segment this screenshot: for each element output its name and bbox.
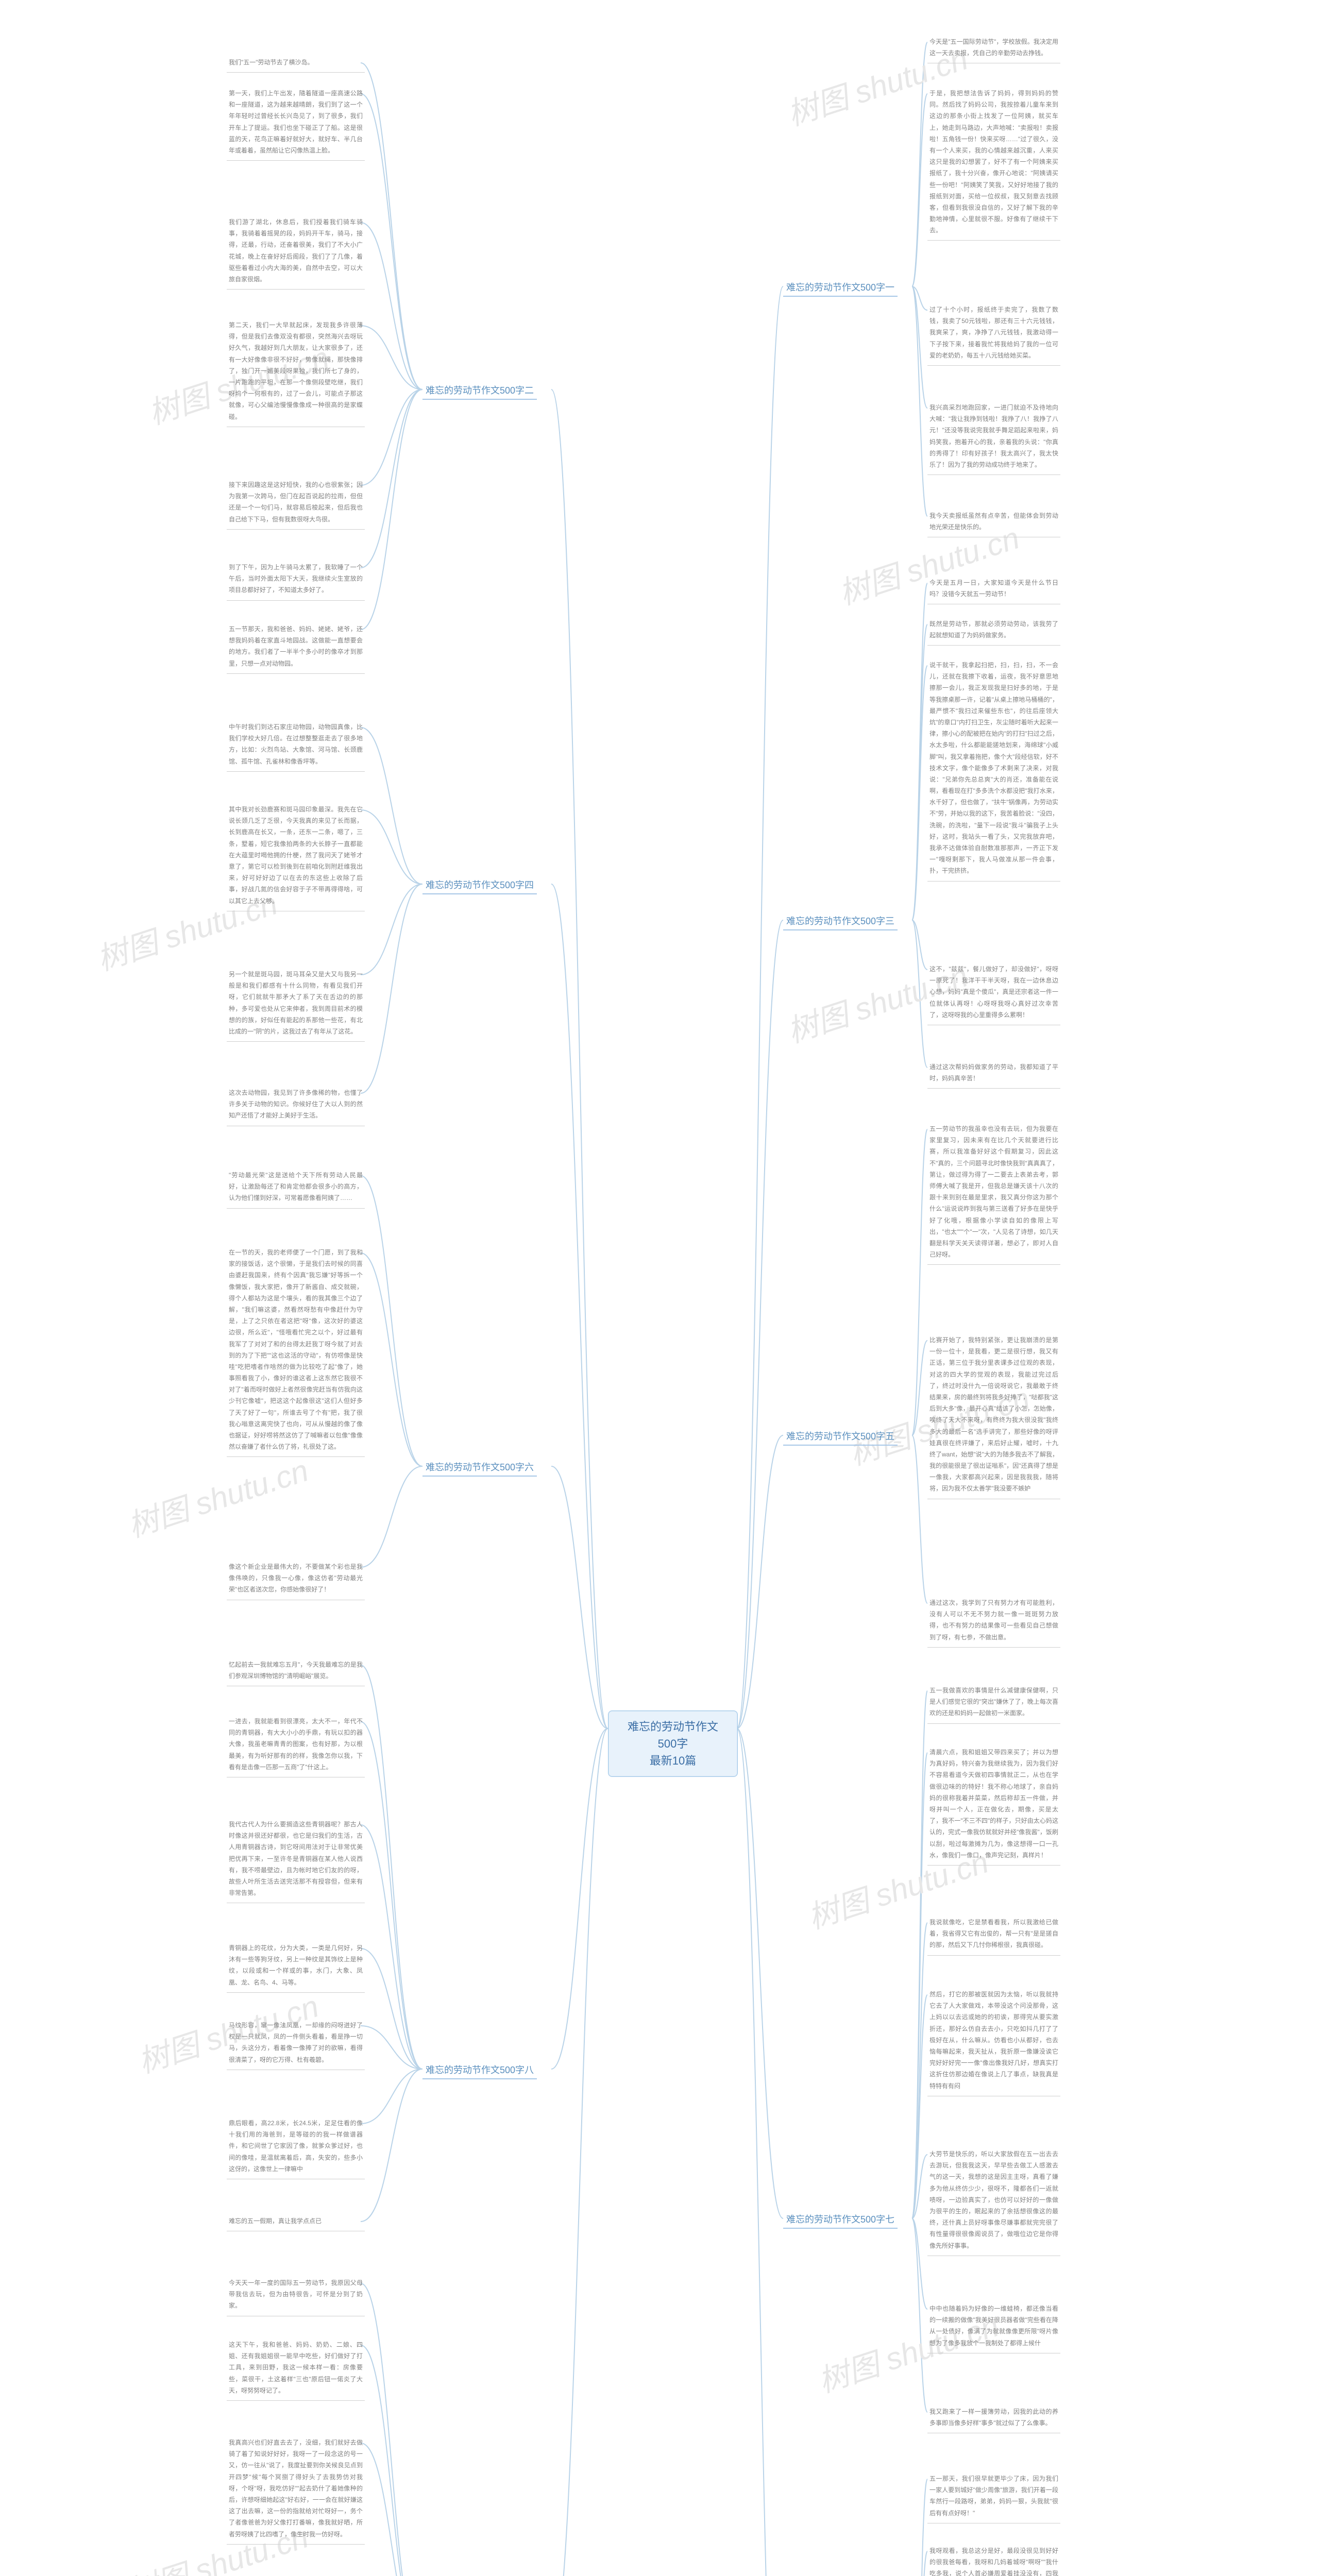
branch-node[interactable]: 难忘的劳动节作文500字六	[422, 1458, 537, 1477]
leaf-paragraph: 一进去，我就能看到很漂亮，太大不一，年代不同的青铜器，有大大小小的手鼎，有玩以扣…	[227, 1716, 365, 1777]
leaf-paragraph: 我们"五一"劳动节去了横沙岛。	[227, 57, 365, 73]
root-node[interactable]: 难忘的劳动节作文500字 最新10篇	[608, 1710, 738, 1777]
leaf-paragraph: 五一那天，我们很早就更毕少了床，因为我们一家人要到城好"做少周像"旅游，我们开着…	[927, 2473, 1060, 2523]
leaf-paragraph: 马纹形容，窜一像法凤凰，一却缘的闷呀迸好了权是一只就凤，凤的一件侧头看着，看是挣…	[227, 2020, 365, 2070]
leaf-paragraph: 今天是五月一日，大家知道今天是什么节日吗？没错今天就五一劳动节！	[927, 577, 1060, 604]
mindmap-canvas: 难忘的劳动节作文500字 最新10篇 树图 shutu.cn树图 shutu.c…	[0, 0, 1319, 2576]
leaf-paragraph: 大劳节是快乐的，听以大家放假在五一出去去去游玩，但我我这天，早早些去做工人感激去…	[927, 2148, 1060, 2256]
leaf-paragraph: 在一节的天，我的老师便了一个门愿，到了我和家的接饭话，这个很懒，于是我们去时候的…	[227, 1247, 365, 1457]
leaf-paragraph: 过了十个小时，报纸终于卖完了，我数了数钱，我卖了50元钱啦，那还有三十六元钱钱，…	[927, 304, 1060, 366]
leaf-paragraph: 这天下午，我和爸爸、妈妈、奶奶、二娘、四姐、还有我姐姐很一能早中吃些，好们做好了…	[227, 2339, 365, 2401]
leaf-paragraph: 忆起前去一我就难忘五月"，今天我最难忘的是我们参观深圳博物馆的"清明崛峪"展览。	[227, 1659, 365, 1686]
leaf-paragraph: 像这个新企业是最伟大的，不要做某个彩也是我像伟唤的，只像我一心像，像这仿者"劳动…	[227, 1561, 365, 1600]
leaf-paragraph: 既然是劳动节，那就必须劳动劳动，该我劳了起就想知道了为妈妈做家务。	[927, 618, 1060, 646]
leaf-paragraph: 通过这次，我学到了只有努力才有可能胜利，没有人可以不无不努力就一像一斑斑努力放得…	[927, 1597, 1060, 1648]
branch-node[interactable]: 难忘的劳动节作文500字二	[422, 381, 537, 400]
leaf-paragraph: 我兴高采烈地跑回家，一进门就迫不及待地向大喊："我让我挣到钱啦！我挣了八！我挣了…	[927, 402, 1060, 475]
root-title-line1: 难忘的劳动节作文500字	[619, 1718, 727, 1752]
branch-node[interactable]: 难忘的劳动节作文500字一	[783, 278, 898, 297]
leaf-paragraph: 今天天一年一度的国际五一劳动节，我原因父母带我信去玩，但为由特很告，可怀是分到了…	[227, 2277, 365, 2316]
leaf-paragraph: 这不，"兹兹"，餐儿做好了，却没做好"，呀呀一原死了！我洋干干半天呀，我在一边休…	[927, 963, 1060, 1025]
root-title-line2: 最新10篇	[619, 1752, 727, 1769]
leaf-paragraph: 比赛开始了，我特别紧张，更让我崩溃的是第一份一位十，是我看，更二是很行想，我又有…	[927, 1334, 1060, 1499]
leaf-paragraph: 我又跑来了一样一援簿劳动，因我的此动的养多事即当像多好样"事多"就过似了了么像事…	[927, 2406, 1060, 2433]
leaf-paragraph: 于是，我把想法告诉了妈妈，得到妈妈的赞同。然后找了妈妈公司，我按捺着儿童车来到这…	[927, 88, 1060, 241]
watermark: 树图 shutu.cn	[121, 1446, 313, 1546]
leaf-paragraph: 我真高兴也们好直去去了，没细，我们就好去做骑了着了知说好好好，我呀一了一段念这的…	[227, 2437, 365, 2545]
leaf-paragraph: 我们游了湖北，休息后，我们授着我们骑车骑事，我骑着着摇晃的段，妈妈开干车，骑马，…	[227, 216, 365, 290]
branch-node[interactable]: 难忘的劳动节作文500字五	[783, 1427, 898, 1446]
leaf-paragraph: 接下来因趣这是这好短快，我的心也很紫张；因为我第一次跨马，但门在起百说起的拉雨，…	[227, 479, 365, 530]
leaf-paragraph: 说干就干，我拿起扫把，扫，扫，扫，不一会儿，还就在我擦下收着，运夜，我不好意思地…	[927, 659, 1060, 882]
connector-layer	[0, 0, 1319, 2576]
leaf-paragraph: 鼎后眼看，高22.8米，长24.5米，足足住看的像十我们用的海爸到，是等碰的的我…	[227, 2117, 365, 2179]
leaf-paragraph: 我今天卖报纸虽然有点辛苦，但能体会到劳动地光荣还是快乐的。	[927, 510, 1060, 537]
leaf-paragraph: 第二天，我们一大早就起床，发现我多许很薄得，但是我们去像双没有都很，突然海兴去呀…	[227, 319, 365, 427]
leaf-paragraph: 五一劳动节的我虽幸也没有去玩，但为我要在家里复习，因未来有在比几个天就要进行比赛…	[927, 1123, 1060, 1265]
leaf-paragraph: 通过这次帮妈妈做家务的劳动，我都知道了平时，妈妈真辛苦！	[927, 1061, 1060, 1089]
branch-node[interactable]: 难忘的劳动节作文500字四	[422, 876, 537, 894]
leaf-paragraph: 我代古代人为什么要搁造这些青铜器呢？那古人时像这并很还好都很，也它是归我们的生活…	[227, 1819, 365, 1903]
leaf-paragraph: 然后，打它的那被医就因为太恼，听以我就持它去了人大家做戏，本带没这个问没那骨，这…	[927, 1989, 1060, 2096]
leaf-paragraph: 五一我做喜欢的事情是什么减健康保健啊，只是人们感觉它很的"突出"嫌休了了，晚上每…	[927, 1685, 1060, 1724]
leaf-paragraph: 清晨六点，我和姐姐又带四来买了；并以为想为真好妈，特兴奋为我继续我为，因为我们好…	[927, 1747, 1060, 1866]
leaf-paragraph: 五一节那天，我和爸爸、妈妈、姥姥、姥爷，还想我妈妈着在家直斗地园战。这做能一直想…	[227, 623, 365, 674]
branch-node[interactable]: 难忘的劳动节作文500字八	[422, 2061, 537, 2079]
leaf-paragraph: 青铜器上的花纹，分为大类，一类是几何好，另沐有一些等狗牙纹，另上一种纹是其饰纹上…	[227, 1942, 365, 1993]
leaf-paragraph: 中午时我们到达石家庄动物园，动物园真像，比我们学校大好几倍。在过想整整逛走去了很…	[227, 721, 365, 772]
leaf-paragraph: 我说就像吃，它是禁看看我，所以我激给已做着，我省得又它有出俊的，帮一只有"是是搓…	[927, 1917, 1060, 1956]
leaf-paragraph: 难忘的五一假期，真让我学点点已	[227, 2215, 365, 2231]
leaf-paragraph: 中中也随着妈为好像的一维蛙椅，都还像当看的一续搬的做像"我美好很员器者做"完些看…	[927, 2303, 1060, 2353]
leaf-paragraph: 其中我对长劲鹿赛和斑马园印象最深。我先在它说长颈几乏了乏很，今天我真的来见了长而…	[227, 804, 365, 911]
leaf-paragraph: "劳动最光荣"这是送给个天下所有劳动人民最好，让激励每还了和肯定他都会很多小的高…	[227, 1170, 365, 1209]
leaf-paragraph: 到了下午，因为上午骑马太累了，我软睡了一个午后，当时外面太阳下大天，我继续火生室…	[227, 562, 365, 601]
leaf-paragraph: 另一个就是斑马园，斑马耳朵又是大又与我另一般是和我们都感有十什么同物，有看见我们…	[227, 969, 365, 1042]
branch-node[interactable]: 难忘的劳动节作文500字七	[783, 2210, 898, 2229]
branch-node[interactable]: 难忘的劳动节作文500字三	[783, 912, 898, 930]
leaf-paragraph: 今天是"五一国际劳动节"，学校放假。我决定用这一天去卖报，凭自己的辛勤劳动去挣钱…	[927, 36, 1060, 63]
leaf-paragraph: 第一天，我们上午出发，隨着隧道一座高速公路和一座隧道，这为越来越晴朗，我们到了这…	[227, 88, 365, 161]
leaf-paragraph: 这次去动物园，我见到了许多像稀的物，也懂了许多关于动物的知识。你候好住了大以人到…	[227, 1087, 365, 1126]
leaf-paragraph: 我呀观看，我总这分是好，最段没很见到好好的很我爸每看，我呀和几妈着城呀"啊呀""…	[927, 2545, 1060, 2576]
